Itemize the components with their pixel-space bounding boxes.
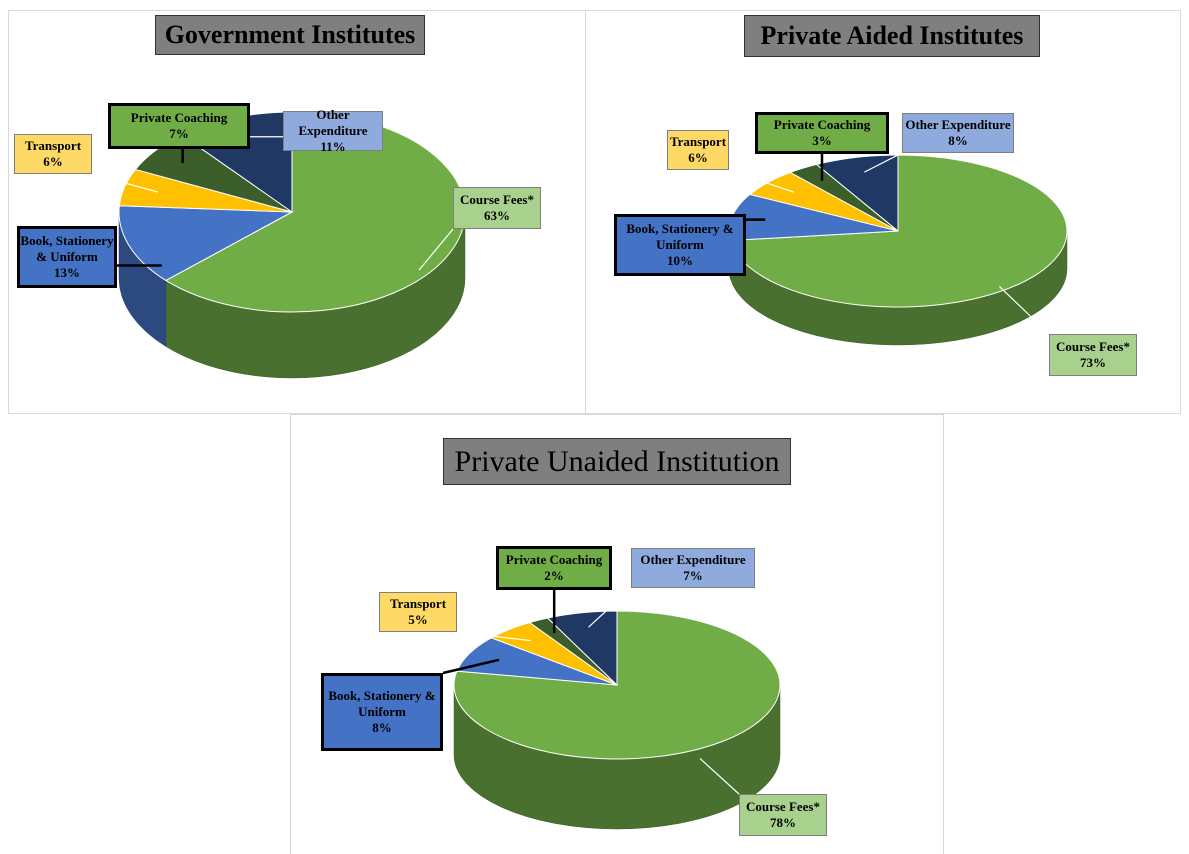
label-value: 6% [43, 154, 63, 169]
label-value: 73% [1080, 355, 1106, 370]
leader-line [456, 631, 531, 642]
leader-line [864, 152, 903, 173]
data-label: Transport 6% [14, 134, 92, 174]
label-name: Other Expenditure [640, 552, 746, 567]
data-label: Transport 6% [667, 130, 729, 170]
data-label: Private Coaching 3% [755, 112, 889, 154]
label-value: 8% [372, 720, 392, 735]
leader-line [998, 285, 1050, 335]
label-value: 6% [688, 150, 708, 165]
label-value: 2% [544, 568, 564, 583]
label-value: 63% [484, 208, 510, 223]
label-name: Other Expenditure [905, 117, 1011, 132]
label-name: Transport [669, 134, 727, 149]
leader-line [699, 758, 740, 795]
data-label: Course Fees* 63% [453, 187, 541, 229]
slice [729, 154, 1068, 308]
label-name: Book, Stationery & Uniform [626, 221, 734, 252]
data-label: Other Expenditure 8% [902, 113, 1014, 153]
data-label: Book, Stationery & Uniform 13% [17, 226, 117, 288]
chart-title: Private Unaided Institution [443, 438, 791, 485]
label-value: 8% [948, 133, 968, 148]
panel [290, 414, 944, 854]
label-name: Course Fees* [1055, 339, 1130, 354]
label-name: Other Expenditure [298, 107, 368, 138]
leader-line [418, 228, 454, 271]
slice [118, 205, 294, 282]
label-name: Transport [389, 596, 447, 611]
data-label: Private Coaching 2% [496, 546, 612, 590]
leader-line [588, 587, 632, 628]
label-name: Private Coaching [773, 117, 871, 132]
label-value: 10% [667, 253, 693, 268]
label-value: 11% [320, 139, 346, 154]
label-name: Course Fees* [459, 192, 534, 207]
slice [546, 610, 618, 687]
leader-line [728, 169, 795, 193]
label-name: Private Coaching [505, 552, 603, 567]
label-name: Book, Stationery & Uniform [328, 688, 436, 719]
chart-title: Private Aided Institutes [744, 15, 1040, 57]
slice [164, 111, 466, 313]
label-value: 7% [169, 126, 189, 141]
data-label: Book, Stationery & Uniform 10% [614, 214, 746, 276]
label-name: Book, Stationery & Uniform [20, 233, 114, 264]
label-value: 3% [812, 133, 832, 148]
label-value: 13% [54, 265, 80, 280]
slice [453, 610, 781, 760]
data-label: Book, Stationery & Uniform 8% [321, 673, 443, 751]
panel [585, 10, 1181, 414]
label-name: Course Fees* [745, 799, 820, 814]
data-label: Course Fees* 78% [739, 794, 827, 836]
chart-title: Government Institutes [155, 15, 425, 55]
label-name: Transport [24, 138, 82, 153]
label-value: 78% [770, 815, 796, 830]
data-label: Transport 5% [379, 592, 457, 632]
leader-line [442, 658, 500, 675]
label-value: 7% [683, 568, 703, 583]
leader-line [91, 173, 159, 193]
data-label: Private Coaching 7% [108, 103, 250, 149]
data-label: Other Expenditure 11% [283, 107, 383, 154]
data-label: Other Expenditure 7% [631, 548, 755, 588]
label-name: Private Coaching [130, 110, 228, 125]
data-label: Course Fees* 73% [1049, 334, 1137, 376]
label-value: 5% [408, 612, 428, 627]
